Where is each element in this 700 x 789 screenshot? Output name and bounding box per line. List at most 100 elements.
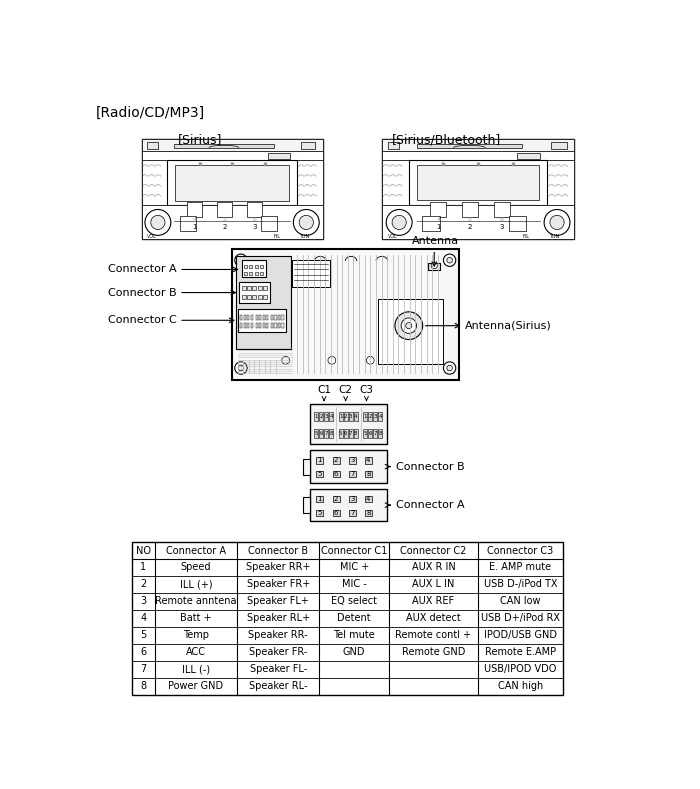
Text: VOL: VOL	[147, 234, 157, 239]
Text: 5: 5	[363, 431, 367, 436]
Bar	[266, 323, 268, 328]
Text: Speed: Speed	[181, 563, 211, 573]
Bar	[174, 144, 274, 148]
Bar	[261, 215, 277, 231]
Bar	[271, 315, 273, 320]
Text: 6: 6	[500, 217, 504, 222]
Bar	[552, 142, 567, 149]
Text: Antenna(Sirius): Antenna(Sirius)	[465, 320, 552, 331]
Text: Batt +: Batt +	[180, 613, 211, 623]
Text: FIL: FIL	[274, 234, 281, 239]
Circle shape	[395, 312, 423, 339]
Text: Connector A: Connector A	[385, 500, 465, 510]
Bar	[324, 412, 328, 421]
Bar	[324, 429, 328, 438]
Text: 4: 4	[366, 496, 370, 502]
Text: 1: 1	[436, 224, 440, 230]
Text: Connector B: Connector B	[248, 545, 308, 555]
Text: ACC: ACC	[186, 647, 206, 657]
Bar	[354, 412, 358, 421]
Circle shape	[392, 215, 406, 230]
Bar	[246, 202, 262, 217]
Bar	[462, 202, 478, 217]
Text: 7: 7	[350, 510, 354, 516]
Bar	[416, 144, 522, 148]
Text: Connector C: Connector C	[108, 316, 234, 325]
Text: Detent: Detent	[337, 613, 371, 623]
Text: 2: 2	[140, 579, 146, 589]
Text: ILL (+): ILL (+)	[180, 579, 212, 589]
Text: Remote contl +: Remote contl +	[395, 630, 472, 640]
Text: FIL: FIL	[522, 234, 529, 239]
Text: 4: 4	[354, 414, 358, 419]
Circle shape	[145, 210, 171, 235]
Bar	[249, 271, 253, 275]
Bar	[263, 295, 267, 299]
Bar	[251, 323, 253, 328]
Bar	[302, 497, 310, 513]
Text: 5: 5	[223, 217, 226, 222]
Bar	[251, 315, 253, 320]
Text: Speaker FL+: Speaker FL+	[247, 596, 309, 606]
Text: 4: 4	[329, 414, 332, 419]
Text: 8: 8	[140, 681, 146, 691]
Text: 1: 1	[314, 414, 318, 419]
Text: 4: 4	[366, 458, 370, 463]
Bar	[247, 295, 251, 299]
Text: Speaker FL-: Speaker FL-	[250, 664, 307, 674]
Text: GND: GND	[343, 647, 365, 657]
Bar	[378, 299, 444, 365]
Bar	[349, 495, 356, 502]
Text: C2: C2	[339, 385, 353, 395]
Text: [Radio/CD/MP3]: [Radio/CD/MP3]	[95, 106, 204, 119]
Circle shape	[367, 357, 374, 365]
Text: 3: 3	[252, 224, 257, 230]
Bar	[247, 323, 249, 328]
Bar	[256, 315, 258, 320]
Bar	[379, 412, 382, 421]
Text: 5: 5	[339, 431, 342, 436]
Circle shape	[299, 215, 314, 230]
Text: Connector B: Connector B	[108, 287, 235, 297]
Text: MIC +: MIC +	[340, 563, 369, 573]
Text: Remote anntena: Remote anntena	[155, 596, 237, 606]
Bar	[232, 249, 459, 380]
Text: MIC -: MIC -	[342, 579, 367, 589]
Bar	[256, 323, 258, 328]
Text: Speaker RR-: Speaker RR-	[248, 630, 308, 640]
Bar	[329, 412, 333, 421]
Bar	[141, 151, 323, 160]
Bar	[332, 458, 340, 463]
Text: USB/IPOD VDO: USB/IPOD VDO	[484, 664, 556, 674]
Text: Connector C2: Connector C2	[400, 545, 467, 555]
Bar	[258, 286, 262, 290]
Text: CAN high: CAN high	[498, 681, 543, 691]
Bar	[244, 265, 247, 268]
Bar	[332, 510, 340, 516]
Bar	[349, 471, 356, 477]
Bar	[241, 286, 246, 290]
Bar	[316, 495, 323, 502]
Bar	[363, 412, 368, 421]
Text: AUX R IN: AUX R IN	[412, 563, 455, 573]
Bar	[241, 295, 246, 299]
Bar	[316, 471, 323, 477]
Bar	[517, 153, 540, 159]
Bar	[244, 315, 246, 320]
Text: 4: 4	[379, 414, 382, 419]
Text: 3: 3	[374, 414, 377, 419]
Bar	[368, 412, 372, 421]
Circle shape	[444, 254, 456, 267]
Bar	[239, 282, 270, 303]
Text: Remote GND: Remote GND	[402, 647, 465, 657]
Text: 7: 7	[324, 431, 328, 436]
Bar	[292, 260, 330, 287]
Circle shape	[150, 215, 165, 230]
Bar	[509, 215, 526, 231]
Bar	[547, 160, 575, 205]
Bar	[365, 458, 372, 463]
Text: Speaker FR+: Speaker FR+	[246, 579, 310, 589]
Bar	[382, 140, 574, 151]
Bar	[363, 429, 368, 438]
Bar	[141, 140, 323, 239]
